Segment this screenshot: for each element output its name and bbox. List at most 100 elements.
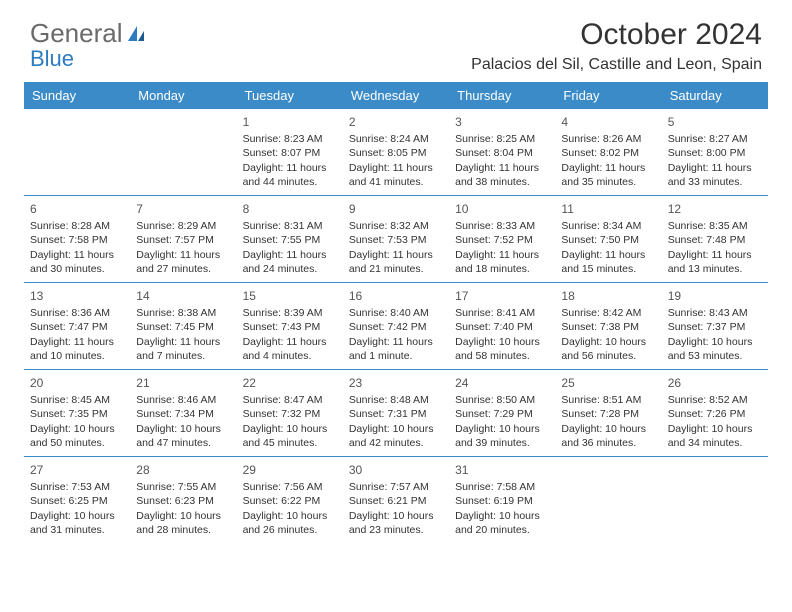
week-row: 6 Sunrise: 8:28 AMSunset: 7:58 PM Daylight… xyxy=(24,196,768,283)
day-header-cell: Wednesday xyxy=(343,82,449,109)
day-cell: 24Sunrise: 8:50 AMSunset: 7:29 PMDayligh… xyxy=(449,370,555,456)
sunset-text: Sunset: 8:05 PM xyxy=(349,146,443,160)
header: General October 2024 Palacios del Sil, C… xyxy=(0,0,792,82)
day-number: 17 xyxy=(455,288,549,304)
day-number: 2 xyxy=(349,114,443,130)
day-number: 19 xyxy=(668,288,762,304)
sunset-text: Sunset: 7:48 PM xyxy=(668,233,762,247)
sunrise-text: Sunrise: 8:25 AM xyxy=(455,132,549,146)
sunrise-text: Sunrise: 8:26 AM xyxy=(561,132,655,146)
daylight-text: Daylight: 10 hours xyxy=(668,335,762,349)
day-number: 28 xyxy=(136,462,230,478)
daylight-text: and 27 minutes. xyxy=(136,262,230,276)
sunset-text: Sunset: 7:55 PM xyxy=(243,233,337,247)
day-cell: 13Sunrise: 8:36 AMSunset: 7:47 PMDayligh… xyxy=(24,283,130,369)
day-number: 4 xyxy=(561,114,655,130)
sunset-text: Sunset: 7:29 PM xyxy=(455,407,549,421)
sunset-text: Sunset: 7:50 PM xyxy=(561,233,655,247)
week-row: 13Sunrise: 8:36 AMSunset: 7:47 PMDayligh… xyxy=(24,283,768,370)
sunrise-text: Sunrise: 8:39 AM xyxy=(243,306,337,320)
empty-cell xyxy=(555,457,661,543)
day-cell: 1Sunrise: 8:23 AMSunset: 8:07 PMDaylight… xyxy=(237,109,343,195)
daylight-text: and 23 minutes. xyxy=(349,523,443,537)
daylight-text: Daylight: 11 hours xyxy=(30,335,124,349)
day-cell: 12Sunrise: 8:35 AMSunset: 7:48 PMDayligh… xyxy=(662,196,768,282)
daylight-text: and 45 minutes. xyxy=(243,436,337,450)
day-number: 23 xyxy=(349,375,443,391)
day-number: 1 xyxy=(243,114,337,130)
sunset-text: Sunset: 7:47 PM xyxy=(30,320,124,334)
day-header-row: SundayMondayTuesdayWednesdayThursdayFrid… xyxy=(24,82,768,109)
sunrise-text: Sunrise: 8:27 AM xyxy=(668,132,762,146)
day-number: 18 xyxy=(561,288,655,304)
sunrise-text: Sunrise: 8:48 AM xyxy=(349,393,443,407)
sunrise-text: Sunrise: 7:53 AM xyxy=(30,480,124,494)
daylight-text: and 38 minutes. xyxy=(455,175,549,189)
day-number: 6 xyxy=(30,201,124,217)
daylight-text: and 10 minutes. xyxy=(30,349,124,363)
sunrise-text: Sunrise: 8:52 AM xyxy=(668,393,762,407)
daylight-text: Daylight: 10 hours xyxy=(561,335,655,349)
daylight-text: Daylight: 10 hours xyxy=(30,509,124,523)
daylight-text: and 1 minute. xyxy=(349,349,443,363)
day-cell: 11Sunrise: 8:34 AMSunset: 7:50 PMDayligh… xyxy=(555,196,661,282)
daylight-text: Daylight: 11 hours xyxy=(561,248,655,262)
week-row: 27Sunrise: 7:53 AMSunset: 6:25 PMDayligh… xyxy=(24,457,768,543)
day-cell: 4Sunrise: 8:26 AMSunset: 8:02 PMDaylight… xyxy=(555,109,661,195)
empty-cell xyxy=(130,109,236,195)
sunrise-text: Sunrise: 8:38 AM xyxy=(136,306,230,320)
day-cell: 10Sunrise: 8:33 AMSunset: 7:52 PMDayligh… xyxy=(449,196,555,282)
day-cell: 23Sunrise: 8:48 AMSunset: 7:31 PMDayligh… xyxy=(343,370,449,456)
day-number: 21 xyxy=(136,375,230,391)
daylight-text: and 28 minutes. xyxy=(136,523,230,537)
daylight-text: and 30 minutes. xyxy=(30,262,124,276)
day-number: 15 xyxy=(243,288,337,304)
sunset-text: Sunset: 7:28 PM xyxy=(561,407,655,421)
sunrise-text: Sunrise: 8:42 AM xyxy=(561,306,655,320)
daylight-text: Daylight: 10 hours xyxy=(243,509,337,523)
day-cell: 15Sunrise: 8:39 AMSunset: 7:43 PMDayligh… xyxy=(237,283,343,369)
daylight-text: Daylight: 11 hours xyxy=(349,248,443,262)
day-header-cell: Thursday xyxy=(449,82,555,109)
sunrise-text: Sunrise: 8:43 AM xyxy=(668,306,762,320)
daylight-text: and 50 minutes. xyxy=(30,436,124,450)
sunrise-text: Sunrise: 7:56 AM xyxy=(243,480,337,494)
daylight-text: and 4 minutes. xyxy=(243,349,337,363)
daylight-text: Daylight: 10 hours xyxy=(349,422,443,436)
sunset-text: Sunset: 7:45 PM xyxy=(136,320,230,334)
daylight-text: and 31 minutes. xyxy=(30,523,124,537)
day-number: 26 xyxy=(668,375,762,391)
sunset-text: Sunset: 7:38 PM xyxy=(561,320,655,334)
sunset-text: Sunset: 6:21 PM xyxy=(349,494,443,508)
sunset-text: Sunset: 7:57 PM xyxy=(136,233,230,247)
day-number: 22 xyxy=(243,375,337,391)
sunrise-text: Sunrise: 8:41 AM xyxy=(455,306,549,320)
sunrise-text: Sunrise: 8:50 AM xyxy=(455,393,549,407)
day-number: 9 xyxy=(349,201,443,217)
day-number: 13 xyxy=(30,288,124,304)
sunset-text: Sunset: 6:19 PM xyxy=(455,494,549,508)
sunset-text: Sunset: 7:42 PM xyxy=(349,320,443,334)
sunset-text: Sunset: 7:58 PM xyxy=(30,233,124,247)
daylight-text: Daylight: 11 hours xyxy=(349,335,443,349)
sunrise-text: Sunrise: 7:58 AM xyxy=(455,480,549,494)
daylight-text: and 35 minutes. xyxy=(561,175,655,189)
daylight-text: and 26 minutes. xyxy=(243,523,337,537)
daylight-text: Daylight: 11 hours xyxy=(668,161,762,175)
sunset-text: Sunset: 7:37 PM xyxy=(668,320,762,334)
day-header-cell: Saturday xyxy=(662,82,768,109)
day-header-cell: Monday xyxy=(130,82,236,109)
day-cell: 26Sunrise: 8:52 AMSunset: 7:26 PMDayligh… xyxy=(662,370,768,456)
sunset-text: Sunset: 6:23 PM xyxy=(136,494,230,508)
sunset-text: Sunset: 7:34 PM xyxy=(136,407,230,421)
sunset-text: Sunset: 7:35 PM xyxy=(30,407,124,421)
sunset-text: Sunset: 6:25 PM xyxy=(30,494,124,508)
daylight-text: Daylight: 11 hours xyxy=(243,335,337,349)
sunrise-text: Sunrise: 7:55 AM xyxy=(136,480,230,494)
sunrise-text: Sunrise: 8:28 AM xyxy=(30,219,124,233)
day-cell: 6Sunrise: 8:28 AMSunset: 7:58 PMDaylight… xyxy=(24,196,130,282)
sunrise-text: Sunrise: 8:51 AM xyxy=(561,393,655,407)
daylight-text: and 15 minutes. xyxy=(561,262,655,276)
day-number: 20 xyxy=(30,375,124,391)
day-cell: 28Sunrise: 7:55 AMSunset: 6:23 PMDayligh… xyxy=(130,457,236,543)
